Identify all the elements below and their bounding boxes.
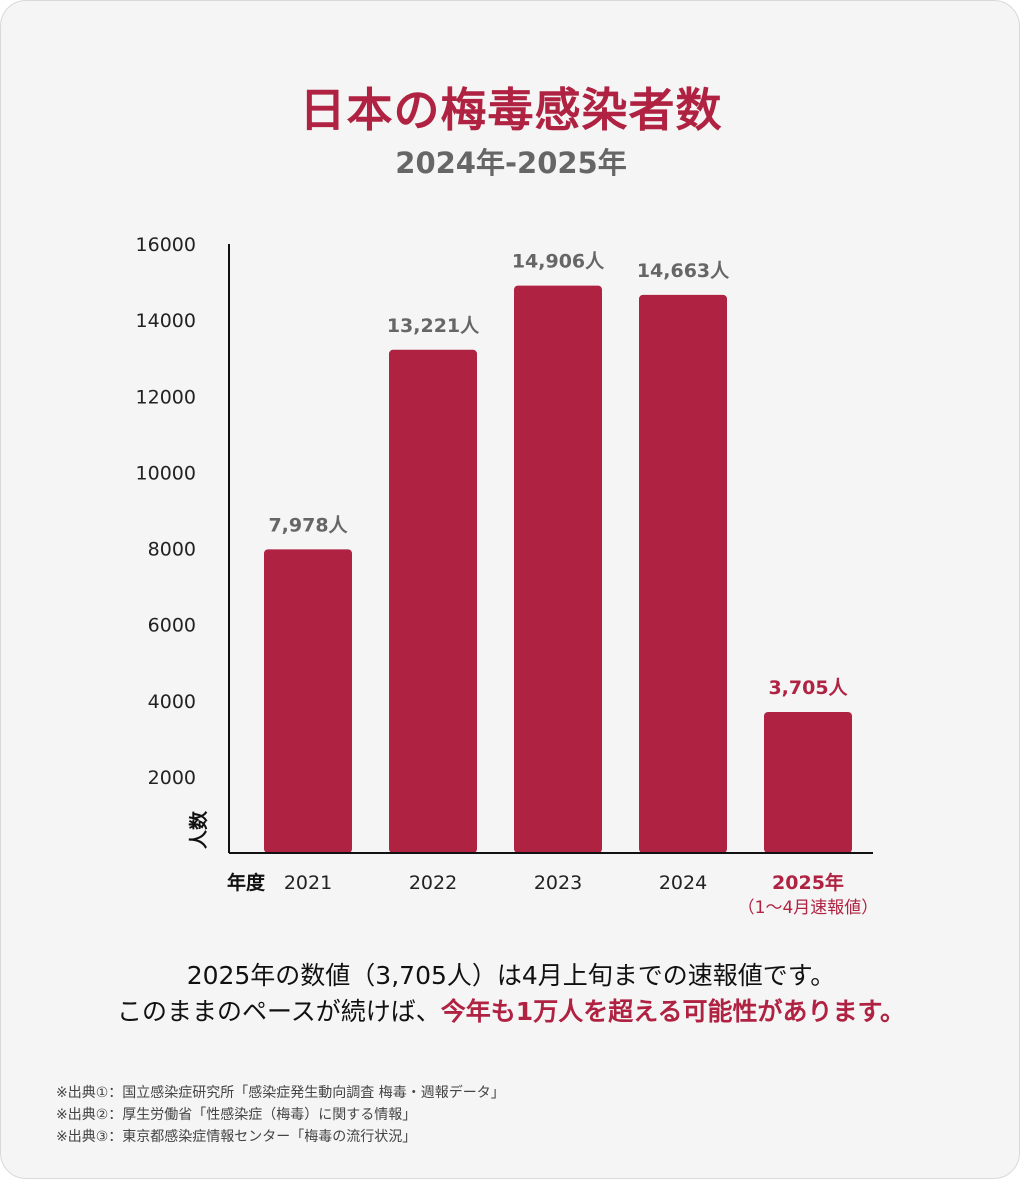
source-1: ※出典①：国立感染症研究所「感染症発生動向調査 梅毒・週報データ」 <box>56 1085 505 1101</box>
bar-2021 <box>264 549 352 853</box>
note-line-2-prefix: このままのペースが続けば、 <box>117 997 441 1026</box>
y-tick-12000: 12000 <box>136 386 196 408</box>
y-axis-ticks: 2000 4000 6000 8000 10000 12000 14000 16000 <box>136 234 196 789</box>
y-tick-8000: 8000 <box>148 539 196 561</box>
note-line-1: 2025年の数値（3,705人）は4月上旬までの速報値です。 <box>186 961 836 990</box>
y-tick-10000: 10000 <box>136 462 196 484</box>
x-tick-2021: 2021 <box>284 872 332 894</box>
chart-subtitle: 2024年-2025年 <box>395 146 627 180</box>
data-label-2021: 7,978人 <box>268 514 348 536</box>
y-tick-6000: 6000 <box>148 615 196 637</box>
y-tick-16000: 16000 <box>136 234 196 256</box>
highlight-note: （1〜4月速報値） <box>738 898 879 918</box>
y-axis-label: 人数 <box>187 810 210 849</box>
x-axis-ticks: 2021 2022 2023 2024 2025年 <box>284 871 844 894</box>
x-tick-2022: 2022 <box>409 872 457 894</box>
bar-chart: 2000 4000 6000 8000 10000 12000 14000 16000 7,9… <box>136 234 879 918</box>
bar-2022 <box>389 349 477 853</box>
sources: ※出典①：国立感染症研究所「感染症発生動向調査 梅毒・週報データ」 ※出典②：厚… <box>56 1082 505 1148</box>
data-label-2022: 13,221人 <box>387 315 480 337</box>
x-tick-2025年: 2025年 <box>772 871 844 894</box>
chart-title: 日本の梅毒感染者数 <box>299 83 723 137</box>
bar-2023 <box>514 285 602 853</box>
x-tick-2024: 2024 <box>659 872 707 894</box>
x-tick-2023: 2023 <box>534 872 582 894</box>
y-tick-4000: 4000 <box>148 691 196 713</box>
data-label-2025年: 3,705人 <box>768 677 848 699</box>
y-tick-14000: 14000 <box>136 310 196 332</box>
source-2: ※出典②：厚生労働省「性感染症（梅毒）に関する情報」 <box>56 1107 417 1123</box>
x-axis-label: 年度 <box>227 871 266 894</box>
note-line-2-highlight: 今年も1万人を超える可能性があります。 <box>440 997 905 1026</box>
data-label-2024: 14,663人 <box>637 260 730 282</box>
data-labels: 7,978人 13,221人 14,906人 14,663人 3,705人 <box>268 251 848 699</box>
bar-2024 <box>639 294 727 854</box>
note-line-2: このままのペースが続けば、今年も1万人を超える可能性があります。 <box>0 992 1022 1028</box>
bar-2025年 <box>764 711 852 853</box>
source-3: ※出典③：東京都感染症情報センター「梅毒の流行状況」 <box>56 1129 417 1145</box>
bars <box>264 285 852 854</box>
data-label-2023: 14,906人 <box>512 251 605 273</box>
y-tick-2000: 2000 <box>148 767 196 789</box>
